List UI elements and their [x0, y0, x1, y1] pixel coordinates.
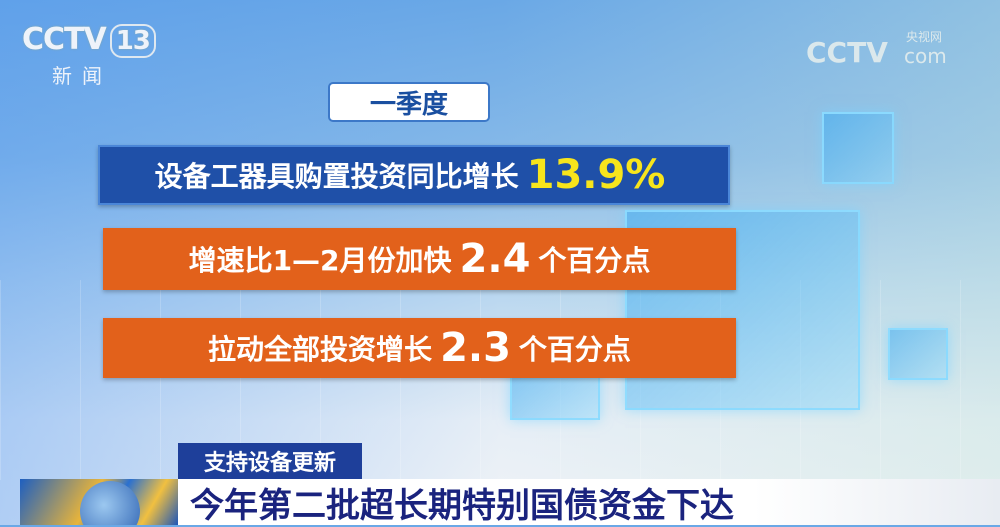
period-label: 一季度	[328, 82, 490, 122]
stat-text: 增速比1—2月份加快	[188, 244, 452, 277]
stat-value: 2.3	[440, 325, 511, 371]
topic-tag: 支持设备更新	[178, 443, 362, 479]
stat-banner-growth: 设备工器具购置投资同比增长 13.9%	[98, 145, 730, 205]
decorative-cube	[888, 328, 948, 380]
stat-unit: 个百分点	[538, 244, 651, 277]
stat-value: 2.4	[459, 236, 531, 282]
cctv-com-watermark: CCTV 央视网 com	[806, 30, 947, 69]
channel-logo: CCTV 13	[22, 22, 156, 58]
stat-text: 设备工器具购置投资同比增长	[154, 160, 519, 193]
channel-logo-subtitle: 新闻	[52, 64, 112, 88]
stat-banner-acceleration: 增速比1—2月份加快 2.4 个百分点	[103, 228, 736, 290]
stat-value: 13.9%	[526, 152, 666, 198]
headline: 今年第二批超长期特别国债资金下达	[178, 479, 1000, 526]
stat-unit: 个百分点	[518, 333, 631, 366]
decorative-cube	[822, 112, 894, 184]
stat-banner-contribution: 拉动全部投资增长 2.3 个百分点	[103, 318, 736, 378]
news-globe-icon	[20, 479, 178, 525]
stat-text: 拉动全部投资增长	[208, 333, 433, 366]
